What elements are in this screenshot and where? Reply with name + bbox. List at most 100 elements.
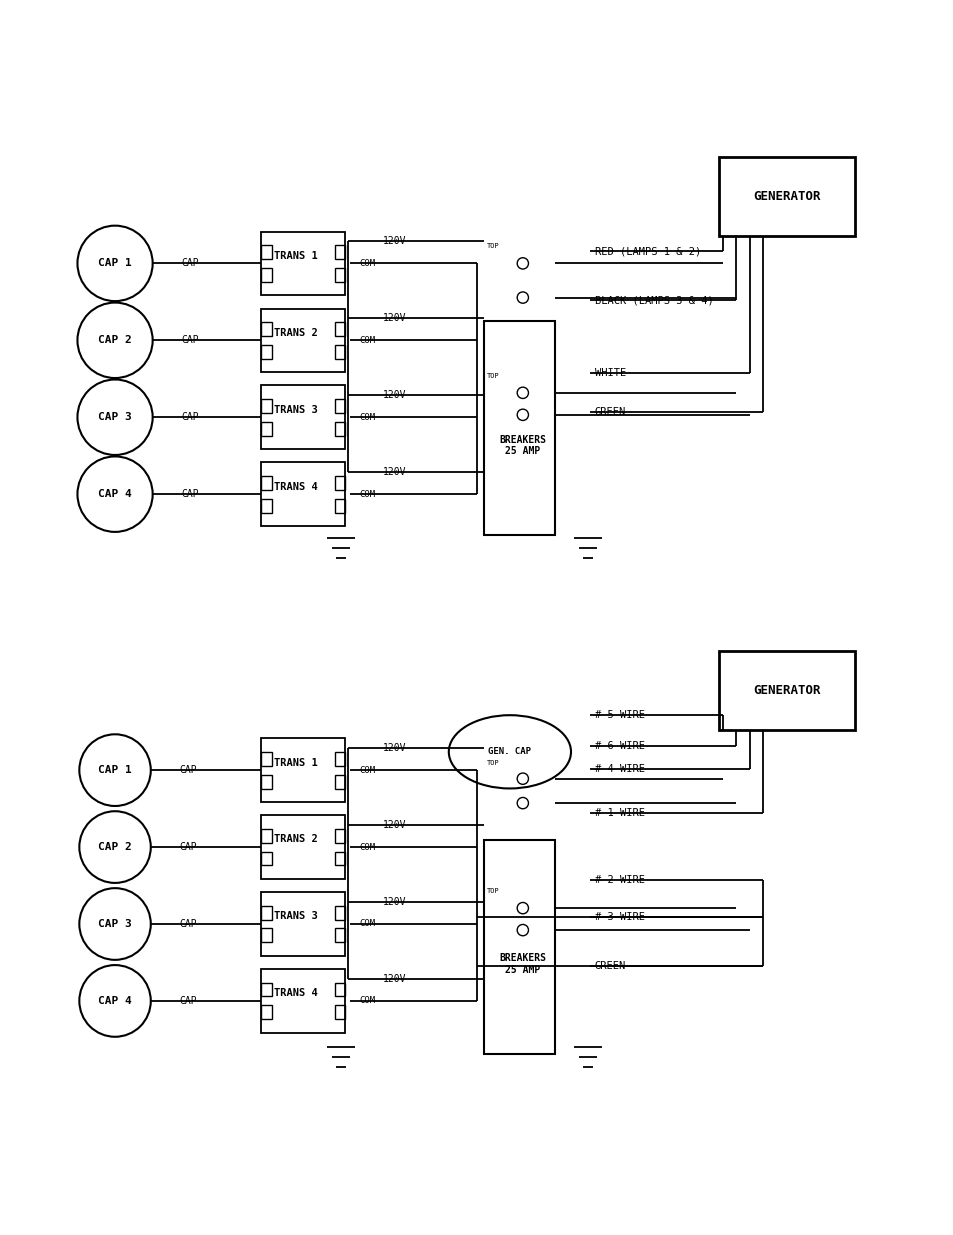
Bar [260,475,272,490]
Ellipse shape [517,258,528,269]
Text: # 6 WIRE: # 6 WIRE [594,741,644,751]
Text: CAP 1: CAP 1 [98,766,132,776]
Bar [260,345,272,358]
Text: TRANS 1: TRANS 1 [274,251,318,261]
Bar [335,929,345,942]
Text: TOP: TOP [486,243,499,249]
Text: CAP 4: CAP 4 [98,489,132,499]
Text: COM: COM [359,259,375,268]
Text: TRANS 1: TRANS 1 [274,757,318,767]
Text: CAP 1: CAP 1 [98,258,132,268]
Bar [260,309,345,372]
Text: CAP: CAP [179,995,197,1007]
Bar [335,475,345,490]
Bar [335,905,345,920]
Bar [260,245,272,259]
Bar [260,385,345,450]
Ellipse shape [517,773,528,784]
Bar [719,157,855,236]
Bar [260,421,272,436]
Text: # 1 WIRE: # 1 WIRE [594,808,644,818]
Bar [260,892,345,956]
Bar [260,905,272,920]
Text: COM: COM [359,997,375,1005]
Text: WHITE: WHITE [594,368,625,378]
Text: CAP 4: CAP 4 [98,995,132,1007]
Text: TRANS 3: TRANS 3 [274,911,318,921]
Bar [483,840,554,1053]
Bar [260,752,272,766]
Bar [260,462,345,526]
Bar [260,499,272,513]
Text: 120V: 120V [382,897,406,906]
Text: CAP 2: CAP 2 [98,336,132,346]
Text: GREEN: GREEN [594,961,625,971]
Text: COM: COM [359,842,375,852]
Bar [335,421,345,436]
Bar [260,829,272,842]
Bar [260,232,345,295]
Text: TOP: TOP [486,888,499,894]
Text: # 2 WIRE: # 2 WIRE [594,876,644,885]
Bar [335,399,345,412]
Bar [483,321,554,535]
Text: CAP 3: CAP 3 [98,412,132,422]
Ellipse shape [517,387,528,399]
Bar [260,929,272,942]
Text: TOP: TOP [486,760,499,766]
Text: CAP: CAP [179,919,197,929]
Text: CAP: CAP [181,336,199,346]
Text: CAP: CAP [181,258,199,268]
Bar [335,752,345,766]
Text: 120V: 120V [382,467,406,477]
Ellipse shape [517,903,528,914]
Bar [260,774,272,789]
Bar [260,322,272,336]
Bar [260,983,272,997]
Text: RED (LAMPS 1 & 2): RED (LAMPS 1 & 2) [594,246,700,256]
Bar [260,268,272,282]
Text: 120V: 120V [382,314,406,324]
Text: TRANS 3: TRANS 3 [274,405,318,415]
Text: TOP: TOP [486,373,499,379]
Bar [260,851,272,866]
Text: GENERATOR: GENERATOR [753,684,821,698]
Text: BREAKERS
25 AMP: BREAKERS 25 AMP [498,953,546,976]
Text: COM: COM [359,489,375,499]
Text: COM: COM [359,412,375,421]
Text: COM: COM [359,920,375,929]
Bar [260,1005,272,1019]
Text: CAP: CAP [179,766,197,776]
Text: GENERATOR: GENERATOR [753,190,821,203]
Bar [719,651,855,730]
Text: CAP: CAP [179,842,197,852]
Text: TRANS 4: TRANS 4 [274,482,318,492]
Bar [260,739,345,802]
Ellipse shape [517,291,528,304]
Text: # 4 WIRE: # 4 WIRE [594,764,644,774]
Bar [335,268,345,282]
Text: GEN. CAP: GEN. CAP [488,747,531,756]
Bar [260,815,345,879]
Text: CAP: CAP [181,412,199,422]
Text: 120V: 120V [382,236,406,247]
Text: BREAKERS
25 AMP: BREAKERS 25 AMP [498,435,546,456]
Bar [335,322,345,336]
Text: 120V: 120V [382,390,406,400]
Text: TRANS 2: TRANS 2 [274,835,318,845]
Ellipse shape [517,925,528,936]
Bar [335,829,345,842]
Bar [335,499,345,513]
Bar [335,345,345,358]
Text: CAP 2: CAP 2 [98,842,132,852]
Text: 120V: 120V [382,743,406,753]
Text: COM: COM [359,336,375,345]
Text: 120V: 120V [382,820,406,830]
Bar [335,851,345,866]
Text: CAP 3: CAP 3 [98,919,132,929]
Text: BLACK (LAMPS 3 & 4): BLACK (LAMPS 3 & 4) [594,295,713,305]
Text: 120V: 120V [382,974,406,984]
Ellipse shape [517,409,528,420]
Bar [260,399,272,412]
Bar [335,245,345,259]
